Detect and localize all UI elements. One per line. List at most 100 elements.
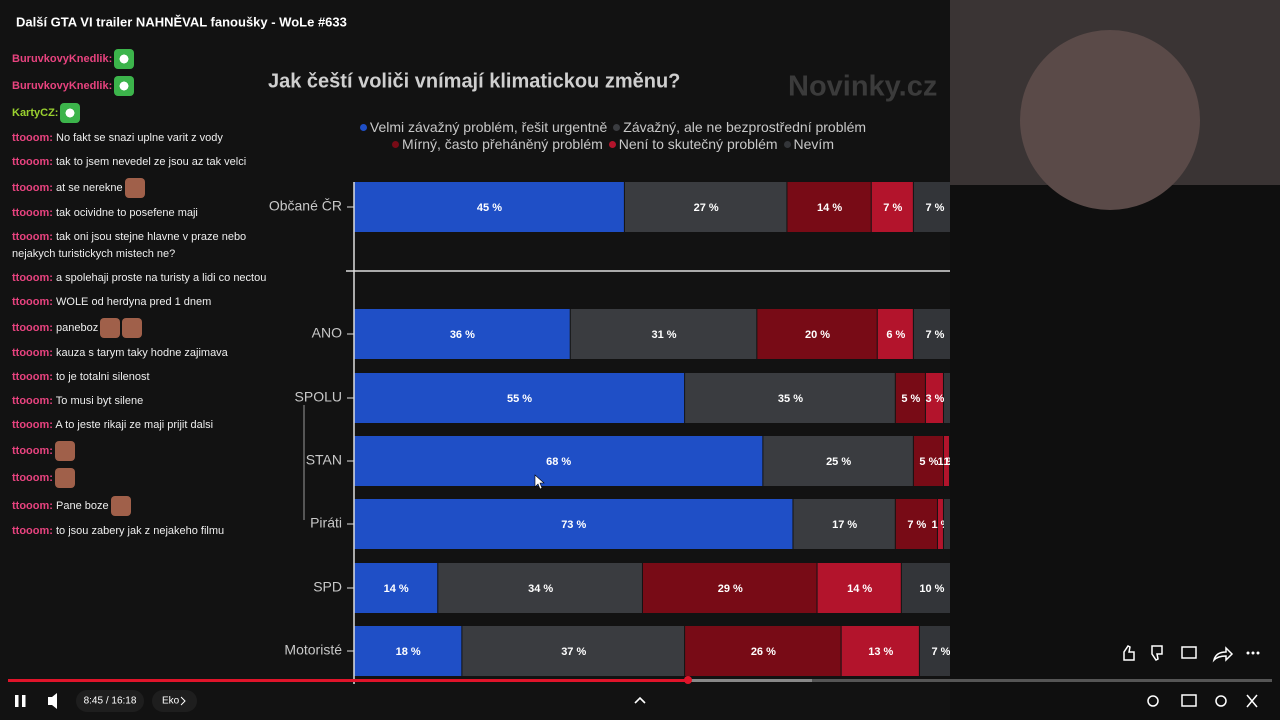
chat-emote bbox=[100, 318, 121, 339]
value-label: 36 % bbox=[450, 329, 475, 341]
legend-swatch bbox=[608, 141, 616, 148]
bar-segment bbox=[913, 309, 950, 359]
y-tick-label: STAN bbox=[306, 452, 342, 468]
progress-played bbox=[8, 679, 688, 682]
chat-user: BuruvkovyKnedlik: bbox=[12, 52, 113, 65]
comments-button[interactable] bbox=[1181, 646, 1197, 659]
chat-user: ttooom: bbox=[12, 445, 53, 458]
legend-swatch bbox=[392, 141, 400, 148]
value-label: 73 % bbox=[561, 519, 586, 531]
chat-emote bbox=[124, 178, 145, 199]
bar-segment bbox=[685, 626, 841, 676]
bar-segment bbox=[943, 499, 950, 549]
bar-segment bbox=[877, 309, 913, 359]
pause-button-bar bbox=[22, 695, 26, 707]
y-tick-label: Motoristé bbox=[284, 642, 342, 658]
chat-text: tak to jsem nevedel ze jsou az tak velci bbox=[56, 156, 247, 169]
chat-message: ttooom: tak oni jsou stejne hlavne v pra… bbox=[12, 226, 280, 267]
value-label: 34 % bbox=[528, 583, 553, 595]
time: 8:45 / 16:18 bbox=[84, 696, 137, 707]
chat-message: ttooom: a spolehaji proste na turisty a … bbox=[12, 266, 280, 290]
chat-message: ttooom: at se nerekne bbox=[12, 175, 280, 202]
chat-message: ttooom: To musi byt silene bbox=[12, 390, 280, 414]
bar-segment bbox=[642, 563, 817, 613]
chat-user: ttooom: bbox=[12, 499, 53, 512]
bar-segment bbox=[354, 373, 685, 423]
y-tick-label: SPOLU bbox=[295, 389, 342, 405]
bar-segment bbox=[793, 499, 895, 549]
chat-message: ttooom: tak ocividne to posefene maji bbox=[12, 202, 280, 226]
chat-message: KartyCZ: bbox=[12, 99, 280, 126]
autoplay-button[interactable] bbox=[1147, 695, 1159, 707]
y-tick-label: Občané ČR bbox=[269, 198, 342, 214]
chat-message: ttooom: kauza s tarym taky hodne zajimav… bbox=[12, 342, 280, 366]
value-label: 5 % bbox=[901, 393, 920, 405]
expand-button[interactable] bbox=[634, 696, 646, 704]
chat-user: BuruvkovyKnedlik: bbox=[12, 79, 113, 92]
like-button[interactable] bbox=[1123, 645, 1135, 661]
chapter-pill[interactable] bbox=[152, 690, 197, 712]
value-label: 26 % bbox=[751, 646, 776, 658]
subtitles-button[interactable] bbox=[1181, 694, 1197, 707]
chat-text: Pane boze bbox=[56, 499, 109, 512]
fullscreen-exit-button[interactable] bbox=[1246, 694, 1258, 708]
legend-row: Velmi závažný problém, řešit urgentně Záv… bbox=[270, 119, 950, 136]
bar-segment bbox=[895, 499, 937, 549]
time-pill bbox=[76, 690, 144, 712]
bar-segment bbox=[943, 373, 950, 423]
value-label: 35 % bbox=[778, 393, 803, 405]
value-label: 7 % bbox=[925, 202, 944, 214]
chat-message: ttooom: paneboz bbox=[12, 314, 280, 341]
bar-segment bbox=[763, 436, 913, 486]
pause-button[interactable] bbox=[15, 695, 19, 707]
chat-message: ttooom: Pane boze bbox=[12, 492, 280, 519]
volume-button[interactable] bbox=[48, 693, 57, 709]
chat-emote bbox=[110, 495, 131, 516]
value-label: 7 % bbox=[907, 519, 926, 531]
chat-text: paneboz bbox=[56, 321, 99, 334]
bar-segment bbox=[817, 563, 901, 613]
value-label: 25 % bbox=[826, 456, 851, 468]
video-title: Další GTA VI trailer NAHNĚVAL fanoušky -… bbox=[16, 14, 347, 29]
progress-handle[interactable] bbox=[684, 676, 692, 684]
legend-label: Mírný, často přeháněný problém bbox=[402, 136, 603, 152]
bar-segment bbox=[624, 182, 787, 232]
value-label: 7 % bbox=[883, 202, 902, 214]
more-button[interactable] bbox=[1246, 651, 1250, 655]
chat-user: ttooom: bbox=[12, 132, 53, 145]
value-label: 5 % bbox=[919, 456, 938, 468]
value-label: 18 % bbox=[396, 646, 421, 658]
value-label: 3 % bbox=[925, 393, 944, 405]
chat-user: ttooom: bbox=[12, 472, 53, 485]
dislike-button[interactable] bbox=[1151, 645, 1163, 661]
value-label: 20 % bbox=[805, 329, 830, 341]
value-label: 27 % bbox=[694, 202, 719, 214]
bar-segment bbox=[685, 373, 895, 423]
chat-text: No fakt se snazi uplne varit z vody bbox=[56, 132, 223, 145]
legend-swatch bbox=[783, 141, 791, 148]
y-tick-label: ANO bbox=[312, 325, 342, 341]
chat-text: to je totalni silenost bbox=[56, 371, 150, 384]
value-label: 14 % bbox=[847, 583, 872, 595]
chat-user: ttooom: bbox=[12, 371, 53, 384]
chat-text: tak ocividne to posefene maji bbox=[56, 207, 198, 220]
chat-user: ttooom: bbox=[12, 296, 53, 309]
chapter[interactable]: Eko bbox=[162, 696, 180, 707]
chart-title: Jak čeští voliči vnímají klimatickou změ… bbox=[268, 70, 680, 92]
share-button[interactable] bbox=[1212, 646, 1234, 663]
bar-segment bbox=[937, 499, 943, 549]
chat-emote bbox=[114, 48, 135, 69]
chat-emote bbox=[54, 468, 75, 489]
value-label: 37 % bbox=[561, 646, 586, 658]
y-tick-label: Piráti bbox=[310, 515, 342, 531]
chat-text: A to jeste rikaji ze maji prijit dalsi bbox=[55, 419, 214, 432]
value-label: 14 % bbox=[817, 202, 842, 214]
bar-segment bbox=[919, 626, 950, 676]
settings-button[interactable] bbox=[1215, 695, 1227, 707]
chat-user: ttooom: bbox=[12, 321, 53, 334]
value-label: 55 % bbox=[507, 393, 532, 405]
legend-label: Nevím bbox=[793, 136, 834, 152]
value-label: 17 % bbox=[832, 519, 857, 531]
legend: Velmi závažný problém, řešit urgentně Záv… bbox=[270, 119, 950, 153]
chat-message: ttooom: No fakt se snazi uplne varit z v… bbox=[12, 127, 280, 151]
